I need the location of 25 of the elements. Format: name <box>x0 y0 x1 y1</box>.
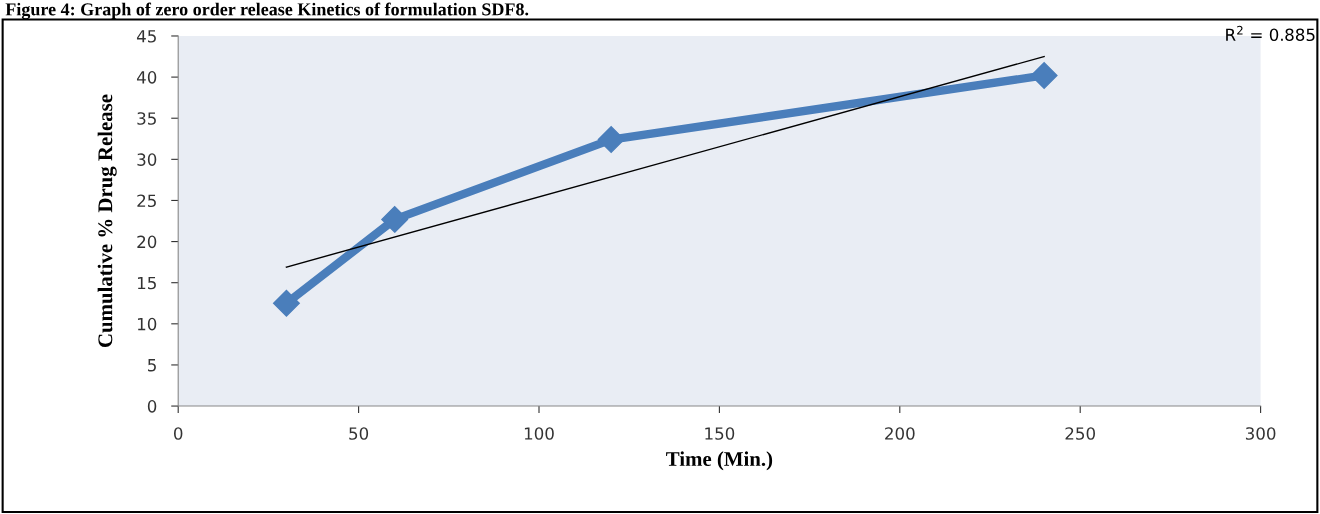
x-tick-label: 50 <box>349 427 369 440</box>
x-tick-label: 250 <box>1065 427 1095 440</box>
x-tick-label: 150 <box>705 427 735 440</box>
y-tick-label: 25 <box>137 194 156 208</box>
y-tick-label: 35 <box>137 112 156 125</box>
x-tick-label: 200 <box>885 427 915 440</box>
point <box>597 126 625 154</box>
point <box>1030 61 1058 89</box>
x-tick-label: 100 <box>524 427 554 440</box>
y-tick-label: 40 <box>136 71 157 84</box>
annotation: R$^{2}$ = 0.885 <box>1226 25 1315 42</box>
y-axis-title: Cumulative % Drug Release <box>97 94 117 348</box>
x-axis-title: Time (Min.) <box>666 451 773 471</box>
y-tick-label: 30 <box>137 153 157 166</box>
y-tick-label: 45 <box>136 30 156 43</box>
point <box>381 205 409 233</box>
x-tick-label: 300 <box>1245 427 1276 440</box>
y-tick-label: 20 <box>137 235 157 249</box>
y-tick-label: 15 <box>137 276 156 290</box>
y-tick-label: 10 <box>137 317 157 331</box>
y-tick-label: 5 <box>148 359 156 372</box>
point <box>272 289 300 317</box>
chart-title: Figure 4: Graph of zero order release Kinetics of formulation SDF8. <box>5 2 529 20</box>
x-tick-label: 0 <box>174 427 183 440</box>
y-tick-label: 0 <box>147 400 157 413</box>
